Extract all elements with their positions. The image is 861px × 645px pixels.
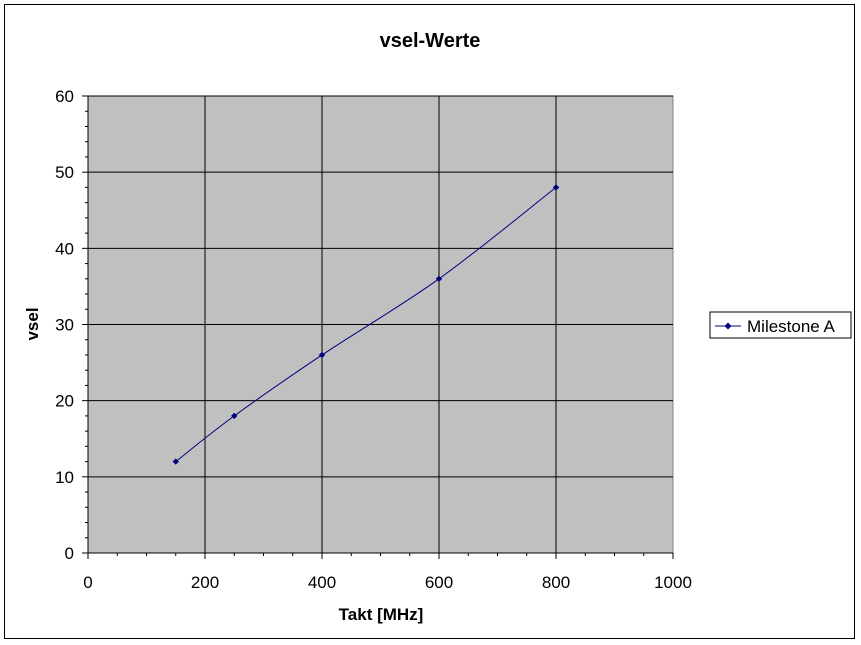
y-tick-label: 0 bbox=[65, 544, 74, 563]
legend-label: Milestone A bbox=[747, 317, 836, 336]
y-axis-label: vsel bbox=[23, 307, 42, 340]
x-tick-label: 0 bbox=[83, 573, 92, 592]
y-tick-label: 60 bbox=[55, 87, 74, 106]
grid-lines bbox=[88, 95, 673, 553]
data-point bbox=[435, 275, 443, 282]
series-layer bbox=[172, 184, 560, 465]
legend-marker bbox=[724, 322, 732, 330]
x-tick-label: 1000 bbox=[654, 573, 692, 592]
y-tick-label: 10 bbox=[55, 468, 74, 487]
legend: Milestone A bbox=[709, 311, 852, 339]
legend-box bbox=[709, 311, 852, 339]
chart-title: vsel-Werte bbox=[380, 30, 481, 52]
series-line-0 bbox=[175, 187, 557, 462]
data-point bbox=[552, 184, 560, 191]
x-tick-label: 600 bbox=[425, 573, 453, 592]
x-axis-label: Takt [MHz] bbox=[339, 605, 424, 624]
y-tick-label: 20 bbox=[55, 392, 74, 411]
x-tick-label: 200 bbox=[191, 573, 219, 592]
y-tick-label: 40 bbox=[55, 239, 74, 258]
y-tick-label: 50 bbox=[55, 163, 74, 182]
data-point bbox=[172, 458, 179, 465]
y-tick-label: 30 bbox=[55, 316, 74, 335]
x-tick-label: 400 bbox=[308, 573, 336, 592]
x-tick-label: 800 bbox=[542, 573, 570, 592]
data-point bbox=[318, 351, 326, 359]
data-point bbox=[231, 412, 238, 420]
